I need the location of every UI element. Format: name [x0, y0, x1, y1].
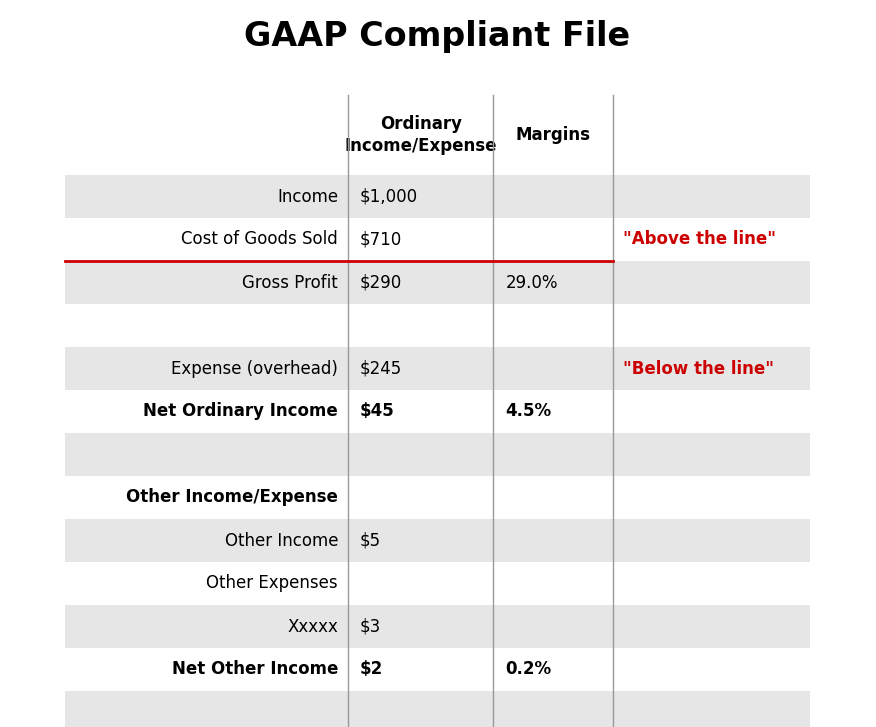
Text: Margins: Margins [515, 126, 590, 144]
Text: 0.2%: 0.2% [505, 661, 552, 678]
Text: $5: $5 [360, 531, 381, 550]
Text: "Above the line": "Above the line" [623, 230, 775, 249]
Text: Other Expenses: Other Expenses [207, 574, 338, 593]
Text: Ordinary
Income/Expense: Ordinary Income/Expense [344, 115, 497, 155]
Text: GAAP Compliant File: GAAP Compliant File [244, 20, 631, 53]
Bar [65, 605, 810, 648]
Text: 29.0%: 29.0% [505, 273, 558, 292]
Text: Gross Profit: Gross Profit [243, 273, 338, 292]
Bar [65, 390, 810, 433]
Text: Income: Income [277, 188, 338, 206]
Text: $2: $2 [360, 661, 384, 678]
Text: Cost of Goods Sold: Cost of Goods Sold [181, 230, 338, 249]
Text: Net Ordinary Income: Net Ordinary Income [144, 403, 338, 420]
Bar [65, 519, 810, 562]
Text: "Below the line": "Below the line" [623, 359, 774, 377]
Text: $245: $245 [360, 359, 402, 377]
Text: $45: $45 [360, 403, 395, 420]
Bar [65, 648, 810, 691]
Text: Other Income/Expense: Other Income/Expense [126, 489, 338, 507]
Text: $710: $710 [360, 230, 402, 249]
Text: Net Other Income: Net Other Income [172, 661, 338, 678]
Text: 4.5%: 4.5% [505, 403, 552, 420]
Bar [65, 261, 810, 304]
Bar [65, 347, 810, 390]
Bar [65, 476, 810, 519]
Text: $1,000: $1,000 [360, 188, 418, 206]
Bar [65, 175, 810, 218]
Bar [65, 562, 810, 605]
Bar [65, 95, 810, 175]
Text: Expense (overhead): Expense (overhead) [171, 359, 338, 377]
Bar [65, 433, 810, 476]
Text: $290: $290 [360, 273, 402, 292]
Text: $3: $3 [360, 617, 381, 635]
Bar [65, 304, 810, 347]
Text: Other Income: Other Income [224, 531, 338, 550]
Text: Xxxxx: Xxxxx [287, 617, 338, 635]
Bar [65, 691, 810, 727]
Bar [65, 218, 810, 261]
